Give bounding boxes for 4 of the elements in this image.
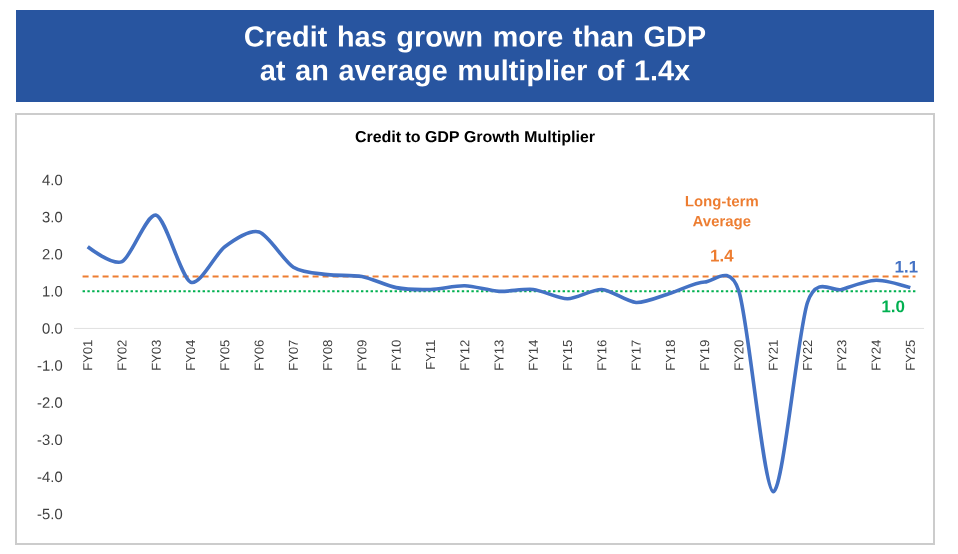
chart-title: Credit has grown more than GDP at an average multiplier of 1.4x [245,25,706,87]
data-label: 1.1 [895,260,918,273]
ref-line-label: 1.4 [711,249,734,262]
ref-line-label: 1.0 [882,300,905,313]
